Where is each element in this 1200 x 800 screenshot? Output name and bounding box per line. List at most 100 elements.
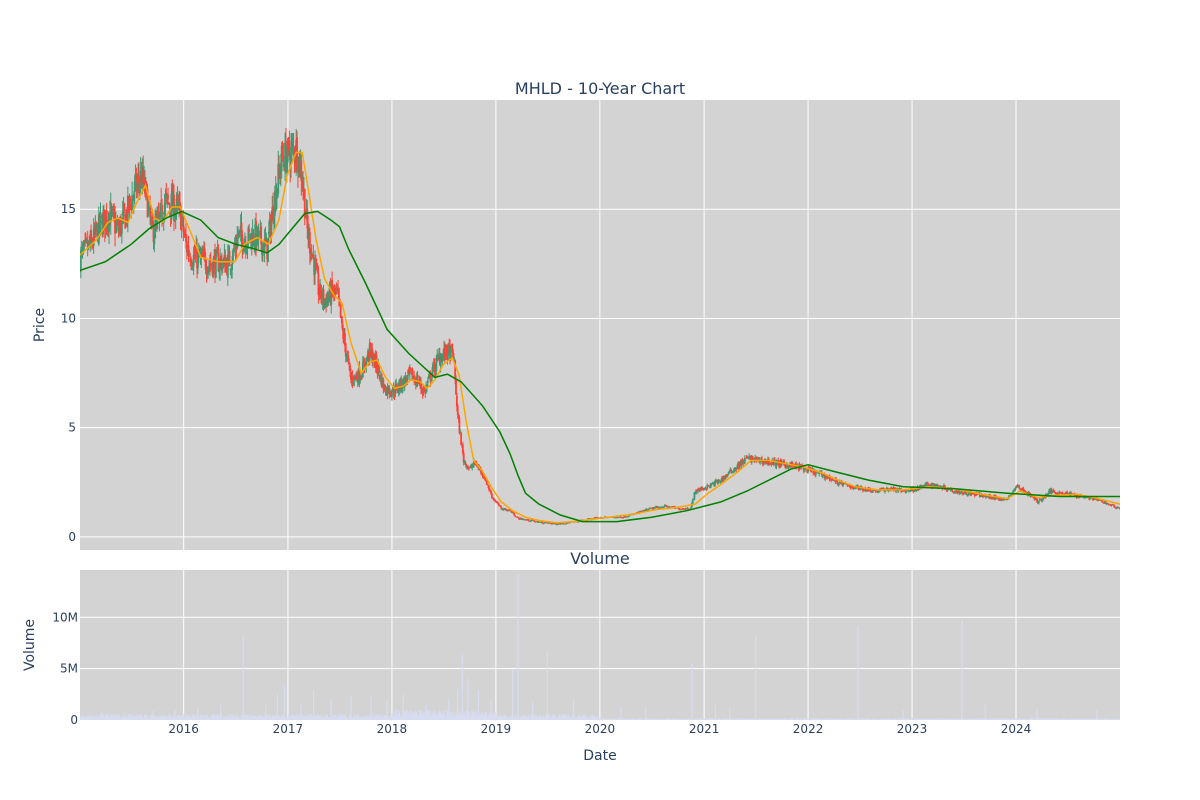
candle-body (400, 379, 403, 390)
candle-body (457, 415, 460, 419)
candle-body (1028, 492, 1031, 494)
candle-body (426, 384, 428, 387)
candle-body (748, 456, 751, 459)
candle-body (288, 140, 291, 157)
candle-body (392, 387, 395, 395)
candle-body (436, 355, 439, 359)
candle-body (164, 196, 167, 205)
candle-body (450, 344, 453, 349)
candle-body (420, 381, 422, 388)
candle-body (112, 208, 115, 211)
candle-body (684, 509, 686, 511)
candle-body (179, 206, 182, 230)
candle-body (131, 195, 134, 210)
candle-body (965, 492, 968, 495)
candle-body (192, 254, 195, 267)
candle-body (706, 484, 709, 489)
candle-body (909, 488, 912, 492)
candle-body (1041, 499, 1044, 502)
candle-body (156, 216, 159, 220)
candle-body (741, 459, 744, 465)
candle-body (509, 510, 512, 512)
candle-body (922, 485, 925, 488)
candle-body (946, 489, 949, 491)
candle-body (97, 214, 100, 245)
candle-body (691, 499, 694, 504)
candle-body (151, 216, 154, 225)
candle-body (471, 465, 474, 468)
x-tick-label: 2020 (585, 722, 616, 736)
candle-body (265, 236, 268, 244)
candle-body (371, 349, 374, 363)
candle-body (820, 472, 823, 476)
candle-body (303, 189, 306, 219)
candle-body (203, 248, 206, 256)
candle-body (751, 455, 754, 460)
candle-body (280, 146, 283, 172)
candle-body (786, 463, 789, 469)
candle-body (928, 484, 931, 486)
candle-body (411, 369, 414, 381)
candle-body (208, 264, 211, 266)
candle-body (756, 457, 759, 461)
candle-body (545, 522, 548, 523)
candle-body (1055, 493, 1057, 494)
candle-body (297, 172, 299, 174)
candle-body (331, 279, 333, 290)
candle-body (181, 215, 184, 217)
candle-body (1052, 490, 1055, 492)
candle-body (110, 206, 113, 211)
candle-body (541, 521, 544, 524)
candle-body (260, 226, 263, 245)
candle-body (451, 348, 454, 353)
candle-body (247, 227, 250, 244)
candle-body (824, 475, 827, 479)
candle-body (837, 482, 840, 486)
candle-body (1006, 499, 1009, 501)
candle-body (142, 168, 145, 183)
candle-body (1009, 495, 1012, 497)
candle-body (375, 355, 378, 368)
candle-body (368, 343, 371, 361)
candle-body (818, 472, 821, 474)
candle-body (349, 372, 352, 380)
candle-body (967, 492, 970, 496)
candle-body (926, 482, 929, 485)
candle-body (738, 461, 741, 469)
candle-body (1012, 490, 1015, 493)
candle-body (937, 485, 939, 488)
candle-body (854, 488, 856, 489)
price-y-tick-label: 15 (61, 202, 76, 216)
candle-body (851, 486, 854, 489)
candle-body (363, 361, 366, 367)
candle-body (432, 362, 435, 364)
candle-body (207, 267, 210, 275)
candle-body (291, 143, 293, 149)
candle-body (347, 355, 350, 361)
candle-body (80, 250, 82, 270)
candle-body (279, 168, 281, 177)
candle-body (1004, 498, 1007, 500)
candle-body (445, 344, 448, 354)
candle-body (869, 488, 872, 493)
candle-body (430, 379, 433, 381)
candle-body (490, 491, 492, 495)
candle-body (628, 515, 631, 517)
candle-body (1102, 501, 1104, 503)
candle-body (1096, 499, 1098, 501)
candle-body (1061, 493, 1064, 495)
candle-body (291, 143, 294, 145)
candle-body (654, 507, 657, 509)
candle-body (336, 289, 339, 291)
candle-body (200, 255, 203, 257)
candle-body (358, 367, 361, 381)
candle-body (455, 379, 457, 395)
candle-body (1070, 493, 1073, 494)
candle-body (464, 461, 467, 464)
candle-body (160, 200, 163, 202)
candle-body (951, 490, 954, 492)
candle-body (486, 484, 489, 486)
candle-body (1113, 504, 1115, 507)
price-panel: 0 5 10 15 MHLD - 10-Year Chart Price (32, 79, 1120, 550)
candle-body (727, 471, 730, 474)
